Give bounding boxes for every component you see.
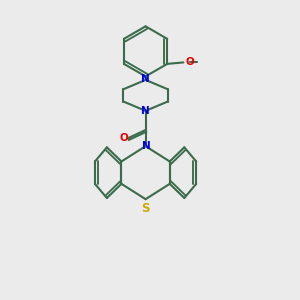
Text: O: O bbox=[185, 57, 194, 68]
Text: N: N bbox=[142, 141, 151, 151]
Text: S: S bbox=[141, 202, 150, 214]
Text: N: N bbox=[141, 74, 149, 84]
Text: N: N bbox=[141, 106, 149, 116]
Text: O: O bbox=[119, 133, 128, 143]
